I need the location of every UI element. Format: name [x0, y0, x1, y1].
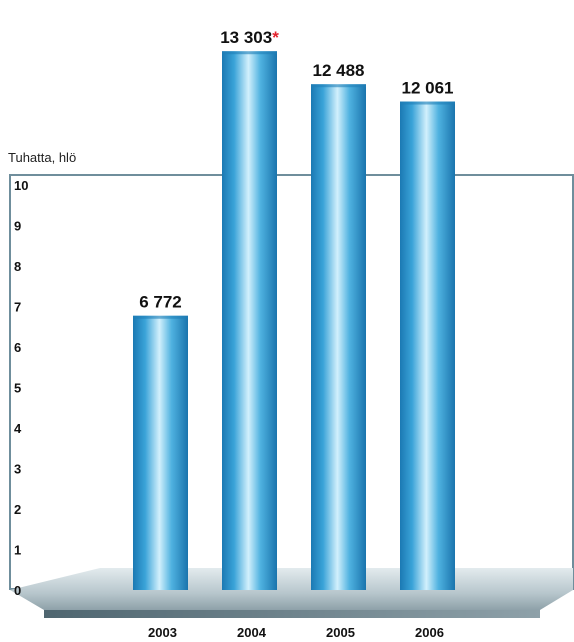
x-tick-label: 2004: [237, 625, 267, 640]
plot-frame: [9, 174, 574, 590]
y-axis-label: Tuhatta, hlö: [8, 150, 76, 165]
bar-cap-2006: [400, 101, 455, 105]
bar-value-label: 13 303*: [220, 28, 279, 47]
y-tick-label: 3: [14, 462, 21, 477]
y-tick-label: 5: [14, 381, 21, 396]
annotation-asterisk: *: [272, 28, 279, 47]
bars-group: [133, 51, 455, 591]
bar-value-label: 12 061: [402, 79, 454, 98]
bar-value-labels: 6 772 13 303* 12 488 12 061: [139, 28, 453, 312]
bar-2004: [222, 51, 277, 590]
y-tick-label: 8: [14, 259, 21, 274]
bar-cap-2004: [222, 51, 277, 55]
x-tick-label: 2006: [415, 625, 444, 640]
y-tick-label: 10: [14, 178, 28, 193]
x-axis-ticks: 2003 2004 2005 2006: [148, 625, 444, 640]
y-tick-label: 6: [14, 340, 21, 355]
base-platform-front: [44, 610, 540, 618]
x-tick-label: 2005: [326, 625, 355, 640]
y-tick-label: 4: [14, 421, 22, 436]
y-tick-label: 0: [14, 583, 21, 598]
x-tick-label: 2003: [148, 625, 177, 640]
y-tick-label: 2: [14, 502, 21, 517]
bar-value-label: 6 772: [139, 293, 182, 312]
bar-2003: [133, 315, 188, 590]
y-tick-label: 9: [14, 219, 21, 234]
bar-2006: [400, 101, 455, 590]
bar-cap-2003: [133, 315, 188, 319]
y-axis-ticks: 0 1 2 3 4 5 6 7 8 9 10: [14, 178, 28, 598]
bar-value-label: 12 488: [313, 61, 365, 80]
bar-cap-2005: [311, 84, 366, 88]
base-platform: [10, 568, 573, 610]
y-tick-label: 7: [14, 300, 21, 315]
bar-2005: [311, 84, 366, 591]
y-tick-label: 1: [14, 543, 21, 558]
